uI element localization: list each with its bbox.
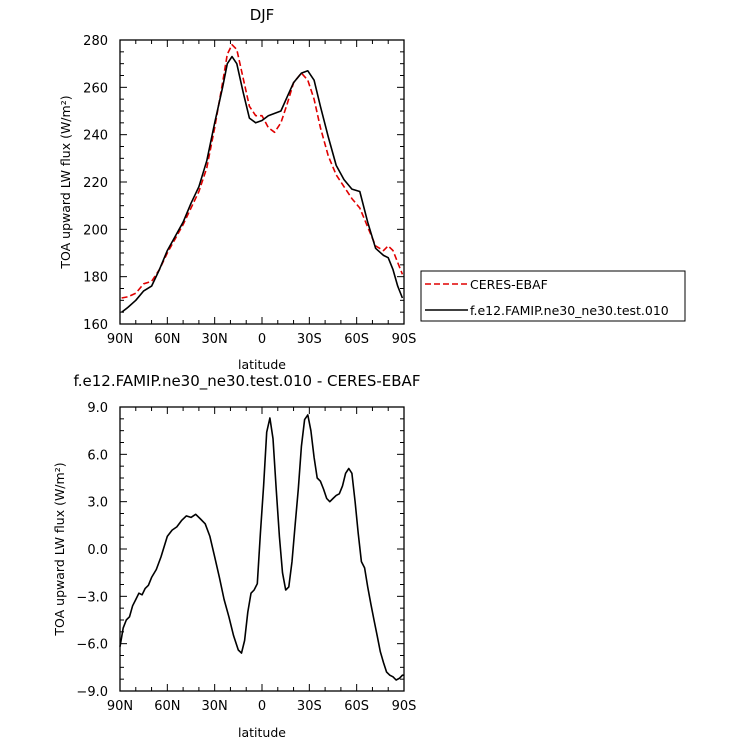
y-axis-label: TOA upward LW flux (W/m²)	[52, 462, 67, 636]
x-tick-label: 60N	[154, 332, 180, 347]
x-tick-label: 30N	[202, 699, 228, 714]
y-tick-labels: 160 180 200 220 240 260 280	[83, 34, 108, 333]
y-tick-label: 260	[83, 81, 108, 96]
chart-title: DJF	[250, 6, 275, 24]
x-tick-label: 0	[258, 699, 266, 714]
x-tick-labels: 90N 60N 30N 0 30S 60S 90S	[107, 332, 417, 347]
series-lines	[119, 414, 404, 681]
y-tick-label: 9.0	[87, 401, 108, 416]
y-tick-label: 180	[83, 271, 108, 286]
x-tick-label: 90N	[107, 332, 133, 347]
x-axis-label: latitude	[238, 357, 286, 372]
x-tick-label: 30S	[297, 332, 322, 347]
y-tick-label: 6.0	[87, 448, 108, 463]
chart-djf: DJF 90N 60N 30N 0 30S 60S 90S 160 180 200 220 240 2…	[58, 6, 416, 372]
y-tick-label: 160	[83, 318, 108, 333]
chart-title: f.e12.FAMIP.ne30_ne30.test.010 - CERES-E…	[74, 372, 421, 391]
y-tick-label: −3.0	[76, 590, 108, 605]
y-tick-label: −9.0	[76, 685, 108, 700]
x-tick-label: 0	[258, 332, 266, 347]
chart-difference: f.e12.FAMIP.ne30_ne30.test.010 - CERES-E…	[52, 372, 420, 740]
series-lines	[121, 43, 404, 313]
x-tick-label: 60S	[344, 699, 369, 714]
series-line-ceres-ebaf	[121, 43, 404, 299]
plot-frame	[119, 39, 405, 325]
x-tick-label: 60S	[344, 332, 369, 347]
legend-label-model: f.e12.FAMIP.ne30_ne30.test.010	[470, 303, 669, 318]
y-tick-label: 3.0	[87, 496, 108, 511]
axis-ticks	[119, 39, 405, 325]
x-tick-label: 60N	[154, 699, 180, 714]
axis-ticks	[119, 406, 405, 692]
series-line-model	[121, 55, 404, 313]
x-tick-labels: 90N 60N 30N 0 30S 60S 90S	[107, 699, 417, 714]
x-tick-label: 90S	[392, 699, 417, 714]
y-axis-label: TOA upward LW flux (W/m²)	[58, 95, 73, 269]
y-tick-label: 280	[83, 34, 108, 49]
legend-label-ceres: CERES-EBAF	[470, 277, 548, 292]
x-tick-label: 90N	[107, 699, 133, 714]
y-tick-label: 200	[83, 223, 108, 238]
y-tick-label: 220	[83, 176, 108, 191]
x-tick-label: 90S	[392, 332, 417, 347]
legend: CERES-EBAF f.e12.FAMIP.ne30_ne30.test.01…	[420, 270, 686, 322]
y-tick-label: 0.0	[87, 543, 108, 558]
series-line-difference	[119, 414, 404, 681]
x-axis-label: latitude	[238, 725, 286, 740]
legend-box	[420, 270, 686, 322]
x-tick-label: 30N	[202, 332, 228, 347]
y-tick-labels: −9.0 −6.0 −3.0 0.0 3.0 6.0 9.0	[76, 401, 108, 700]
y-tick-label: −6.0	[76, 638, 108, 653]
x-tick-label: 30S	[297, 699, 322, 714]
y-tick-label: 240	[83, 129, 108, 144]
